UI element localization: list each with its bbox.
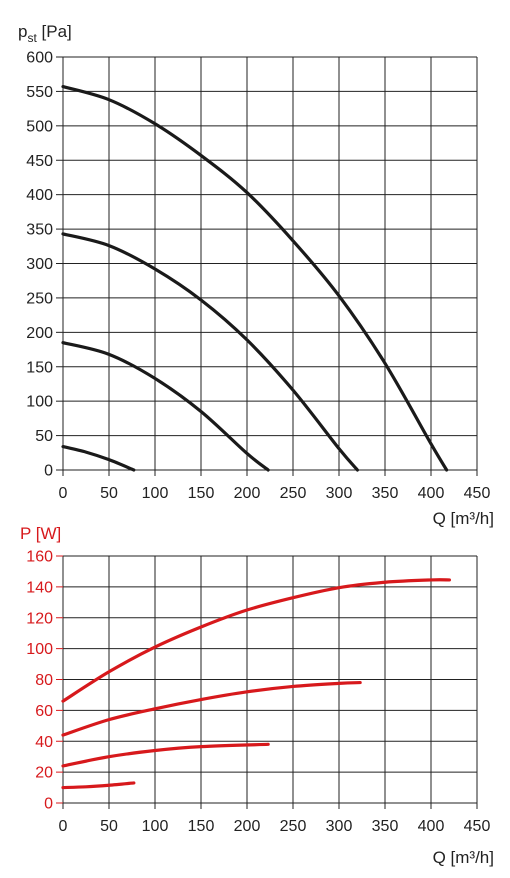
y-tick-label: 350 [26, 222, 53, 239]
x-tick-label: 450 [464, 485, 491, 502]
series-line-1 [61, 781, 136, 790]
y-tick-label: 50 [35, 428, 53, 445]
series-line-2 [61, 341, 270, 472]
x-tick-label: 250 [280, 485, 307, 502]
x-tick-label: 400 [418, 485, 445, 502]
chart-2: 0 20 40 60 80 100 120 140 160 0 50 100 150 200 250 300 3… [20, 524, 494, 867]
y-tick-label: 80 [35, 672, 53, 689]
series-line-2 [61, 742, 270, 768]
y-tick-label: 0 [44, 463, 53, 480]
grid [62, 56, 478, 471]
grid [62, 555, 478, 804]
x-tick-label: 0 [59, 818, 68, 835]
x-tick-label: 100 [142, 818, 169, 835]
y-tick-label: 60 [35, 703, 53, 720]
series-line-4 [61, 578, 451, 703]
x-tick-label: 450 [464, 818, 491, 835]
series-line-1 [61, 444, 136, 472]
y-axis-title: pst [Pa] [18, 22, 72, 45]
y-axis-title: P [W] [20, 524, 61, 543]
y-tick-label: 100 [26, 394, 53, 411]
x-tick-label: 350 [372, 818, 399, 835]
x-tick-label: 250 [280, 818, 307, 835]
y-tick-label: 200 [26, 325, 53, 342]
y-tick-label: 100 [26, 641, 53, 658]
x-tick-label: 200 [234, 818, 261, 835]
y-tick-label: 0 [44, 796, 53, 813]
y-tick-label: 160 [26, 549, 53, 566]
y-tick-label: 500 [26, 118, 53, 135]
y-tick-label: 120 [26, 610, 53, 627]
x-tick-label: 150 [188, 485, 215, 502]
x-tick-label: 400 [418, 818, 445, 835]
x-tick-label: 350 [372, 485, 399, 502]
x-tick-label: 300 [326, 485, 353, 502]
x-axis-title: Q [m³/h] [433, 848, 494, 867]
y-tick-label: 600 [26, 50, 53, 67]
x-tick-label: 50 [100, 485, 118, 502]
y-tick-label: 300 [26, 256, 53, 273]
x-tick-label: 200 [234, 485, 261, 502]
y-tick-label: 550 [26, 84, 53, 101]
series-line-4 [61, 84, 449, 472]
x-tick-label: 0 [59, 485, 68, 502]
y-tick-label: 140 [26, 579, 53, 596]
series-line-3 [61, 680, 362, 737]
x-axis-title: Q [m³/h] [433, 509, 494, 528]
y-tick-label: 400 [26, 187, 53, 204]
x-tick-label: 300 [326, 818, 353, 835]
y-tick-label: 150 [26, 359, 53, 376]
y-tick-label: 40 [35, 734, 53, 751]
y-tick-label: 250 [26, 290, 53, 307]
x-tick-label: 50 [100, 818, 118, 835]
y-tick-label: 450 [26, 153, 53, 170]
y-tick-label: 20 [35, 765, 53, 782]
x-tick-label: 100 [142, 485, 169, 502]
x-tick-label: 150 [188, 818, 215, 835]
chart-1: 0 50 100 150 200 250 300 350 400 450 500 550 600 0 50 1… [18, 22, 494, 528]
series-line-3 [61, 232, 359, 472]
